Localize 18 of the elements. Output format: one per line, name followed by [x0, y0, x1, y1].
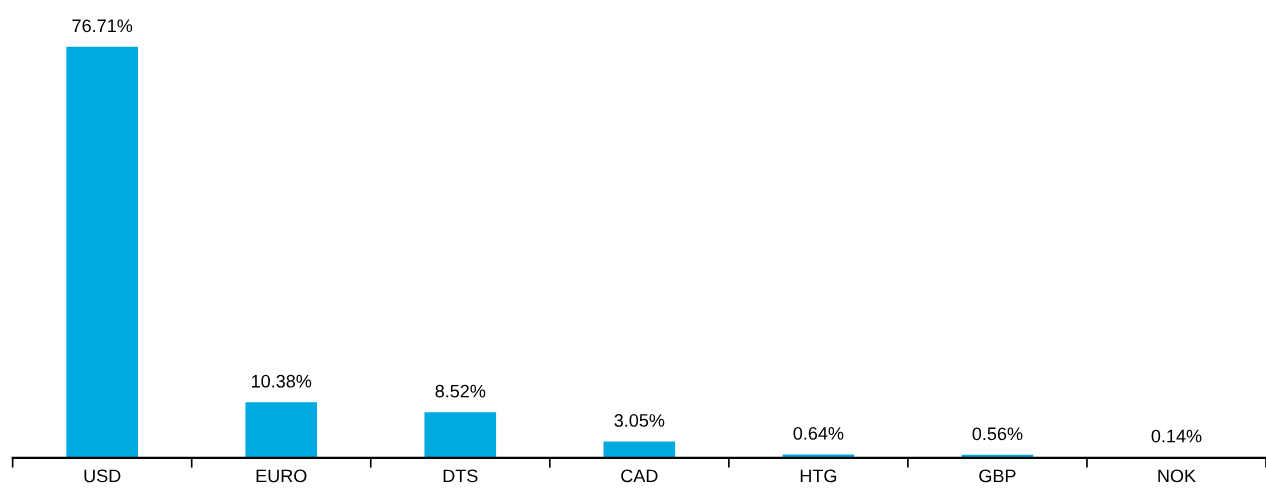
x-tick-label: NOK [1158, 469, 1196, 483]
x-tick-label: CAD [621, 469, 658, 483]
data-label: 8.52% [435, 384, 486, 398]
x-tick-label: DTS [443, 469, 478, 483]
data-label: 10.38% [251, 374, 312, 388]
x-tick-label: HTG [800, 469, 837, 483]
x-tick-label: USD [84, 469, 121, 483]
bar [424, 412, 497, 458]
x-tick-label: EURO [256, 469, 307, 483]
bar [66, 46, 138, 458]
data-label: 76.71% [72, 19, 133, 33]
bar [603, 441, 676, 458]
data-label: 0.64% [793, 426, 844, 440]
data-label: 0.56% [972, 427, 1023, 441]
data-label: 3.05% [614, 414, 665, 427]
bar [245, 402, 318, 458]
data-label: 0.14% [1151, 429, 1202, 443]
x-tick-label: GBP [979, 469, 1016, 483]
